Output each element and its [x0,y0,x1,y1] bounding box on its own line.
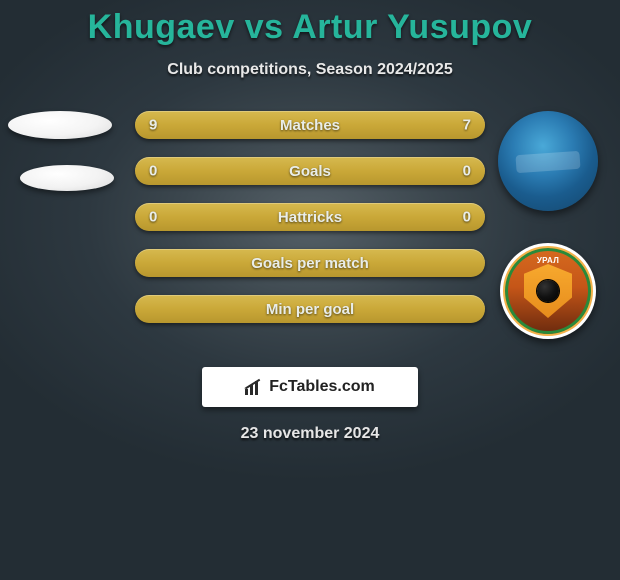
stat-left-value: 0 [149,209,157,226]
soccer-ball-icon [537,280,559,302]
brand-box: FcTables.com [202,367,418,407]
stat-label: Matches [280,117,340,134]
stat-label: Min per goal [266,301,354,318]
bar-chart-icon [245,379,265,395]
stat-label: Hattricks [278,209,342,226]
left-player-column [8,111,118,191]
stat-right-value: 0 [463,209,471,226]
stat-left-value: 0 [149,163,157,180]
left-club-badge-placeholder [20,165,114,191]
infographic-root: Khugaev vs Artur Yusupov Club competitio… [0,0,620,580]
page-title: Khugaev vs Artur Yusupov [0,8,620,47]
date-text: 23 november 2024 [0,425,620,443]
stat-pill-column: 9 Matches 7 0 Goals 0 0 Hattricks 0 Goal… [135,111,485,323]
stat-pill-min-per-goal: Min per goal [135,295,485,323]
stat-left-value: 9 [149,117,157,134]
left-player-avatar-placeholder [8,111,112,139]
stat-pill-goals-per-match: Goals per match [135,249,485,277]
club-shield-icon [524,264,572,318]
stat-pill-hattricks: 0 Hattricks 0 [135,203,485,231]
stat-right-value: 0 [463,163,471,180]
stat-right-value: 7 [463,117,471,134]
right-player-column: УРАЛ [498,111,602,339]
stats-area: 9 Matches 7 0 Goals 0 0 Hattricks 0 Goal… [0,111,620,341]
right-club-badge: УРАЛ [500,243,596,339]
stat-label: Goals per match [251,255,369,272]
club-badge-text: УРАЛ [505,256,591,265]
stat-pill-matches: 9 Matches 7 [135,111,485,139]
page-subtitle: Club competitions, Season 2024/2025 [0,61,620,79]
club-badge-inner: УРАЛ [503,246,593,336]
brand-text: FcTables.com [269,378,375,396]
right-player-avatar [498,111,598,211]
stat-pill-goals: 0 Goals 0 [135,157,485,185]
stat-label: Goals [289,163,331,180]
